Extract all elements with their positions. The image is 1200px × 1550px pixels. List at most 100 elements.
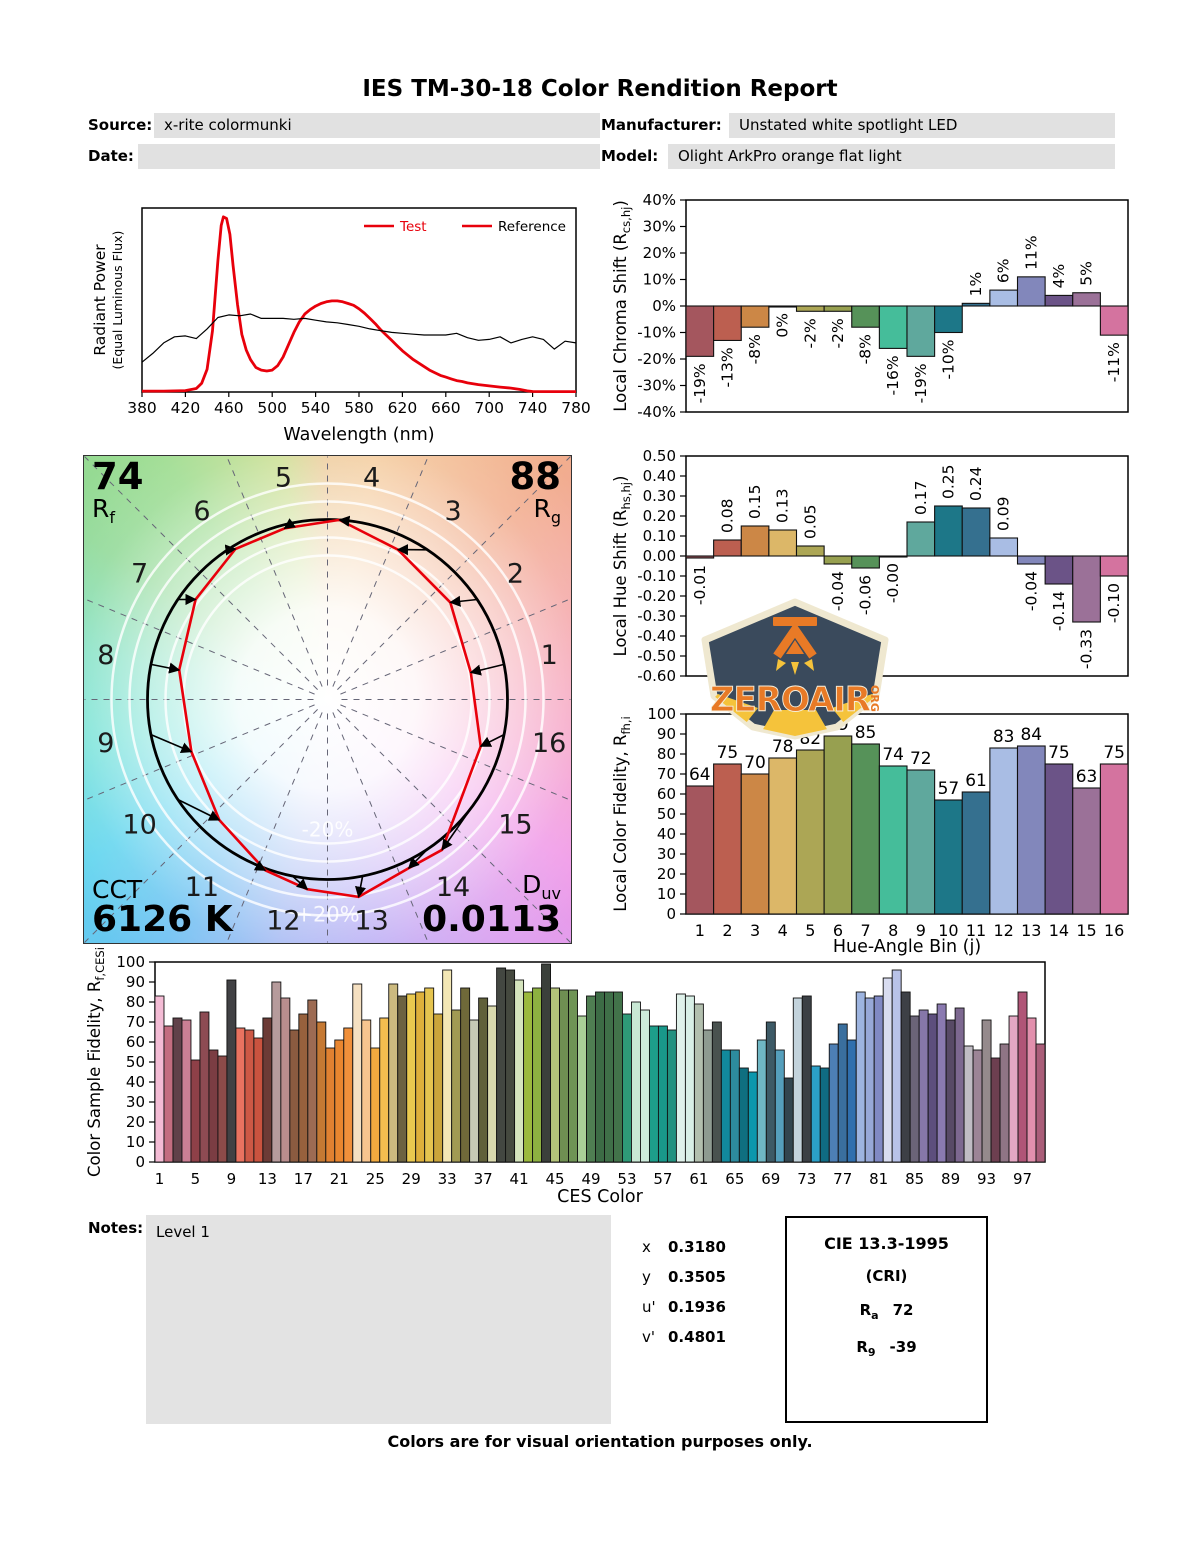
bar xyxy=(343,1027,354,1163)
bar-value-label: -0.33 xyxy=(1078,629,1096,669)
y-tick-label: 20 xyxy=(657,865,676,883)
bar xyxy=(720,1049,731,1163)
bar xyxy=(810,1065,821,1163)
bar xyxy=(451,1009,462,1163)
legend-label: Reference xyxy=(498,219,566,235)
y-tick-label: -0.30 xyxy=(637,607,676,625)
shift-arrow xyxy=(407,848,429,869)
bar xyxy=(918,1009,929,1163)
y-tick-label: 40 xyxy=(657,825,676,843)
chromaticity-table: x 0.3180 y 0.3505 u' 0.1936 v' 0.4801 xyxy=(642,1238,726,1358)
rg-label: Rg xyxy=(533,493,561,527)
bar xyxy=(783,1077,794,1163)
y-tick-label: 50 xyxy=(657,805,676,823)
x-tick-label: 77 xyxy=(833,1170,852,1188)
bar-value-label: 0.15 xyxy=(746,484,764,519)
bar xyxy=(1016,555,1046,565)
y-tick-label: 40% xyxy=(643,191,676,209)
bar xyxy=(640,1009,650,1163)
local-chroma-shift-chart: 40% 30% 20% 10% 0% -10% -20% -30% -40% -19% -13% -8… xyxy=(611,191,1129,421)
logo-ray-center xyxy=(791,662,799,675)
duv-label: Duv xyxy=(522,869,561,903)
bar xyxy=(1044,555,1074,585)
bar xyxy=(906,769,936,915)
bar xyxy=(253,1037,264,1163)
chromaticity-row-u: u' 0.1936 xyxy=(642,1298,726,1316)
bar xyxy=(823,735,853,915)
rg-value: 88 xyxy=(509,455,562,498)
bar xyxy=(711,1021,722,1163)
x-tick-label: 49 xyxy=(581,1170,600,1188)
bar-value-label: -11% xyxy=(1105,342,1123,382)
y-tick-label: -30% xyxy=(637,377,676,395)
bar xyxy=(819,1067,830,1163)
bar xyxy=(478,997,489,1163)
bar xyxy=(801,995,812,1163)
x-tick-label: 81 xyxy=(869,1170,888,1188)
bar-value-label: 74 xyxy=(882,745,904,765)
bar xyxy=(685,555,715,559)
x-tick-label: 73 xyxy=(797,1170,816,1188)
source-value-box: x-rite colormunki xyxy=(154,113,600,138)
bar-value-label: -2% xyxy=(801,318,819,348)
hue-bin-label: 12 xyxy=(266,906,300,937)
x-tick-label: 53 xyxy=(617,1170,636,1188)
bar xyxy=(851,743,880,915)
bar xyxy=(878,305,908,349)
x-tick-label: 620 xyxy=(388,399,418,417)
manufacturer-value-box: Unstated white spotlight LED xyxy=(729,113,1115,138)
bar xyxy=(729,1049,740,1163)
date-value-box xyxy=(138,144,600,169)
bar xyxy=(1099,555,1129,577)
y-tick-label: 90 xyxy=(126,973,145,991)
chromaticity-row-x: x 0.3180 xyxy=(642,1238,726,1256)
cri-box: CIE 13.3-1995 (CRI) Ra 72 R9 -39 xyxy=(785,1216,988,1423)
rf-value: 74 xyxy=(92,455,144,498)
bar xyxy=(523,991,534,1163)
bar xyxy=(823,305,853,312)
bar xyxy=(837,1023,848,1163)
bar xyxy=(873,995,884,1163)
bar-value-label: 5% xyxy=(1078,261,1096,286)
x-tick-label: 15 xyxy=(1076,921,1096,940)
bar-value-label: 63 xyxy=(1076,767,1098,787)
color-vector-graphic: -20% +20% 1 2 3 4 5 6 7 8 9 10 11 12 13 14 15 16 74 Rf 88… xyxy=(83,455,572,944)
x-tick-label: 11 xyxy=(966,921,986,940)
bar xyxy=(906,305,936,357)
bar xyxy=(795,749,825,915)
bar xyxy=(768,305,798,308)
bar xyxy=(878,765,908,915)
hue-bin-label: 13 xyxy=(354,906,388,937)
bar xyxy=(361,1019,372,1163)
y-tick-label: 0.50 xyxy=(643,448,676,465)
bar xyxy=(442,969,453,1163)
x-tick-label: 4 xyxy=(778,921,788,940)
bar xyxy=(217,1055,228,1163)
shift-arrow xyxy=(355,875,367,898)
y-tick-label: -0.20 xyxy=(637,587,676,605)
x-tick-label: 420 xyxy=(171,399,201,417)
y-tick-label: 100 xyxy=(116,953,145,971)
x-tick-label: 380 xyxy=(127,399,157,417)
hue-bin-label: 16 xyxy=(532,728,566,759)
x-tick-label: 29 xyxy=(402,1170,421,1188)
bar xyxy=(747,1071,758,1163)
y-tick-label: 10% xyxy=(643,271,676,289)
spd-chart: 380 420 460 500 540 580 620 660 700 740 780 Test Ref… xyxy=(91,207,591,445)
bar xyxy=(613,991,623,1163)
notes-box: Level 1 xyxy=(146,1215,611,1424)
y-tick-label: 80 xyxy=(126,993,145,1011)
x-tick-label: 89 xyxy=(941,1170,960,1188)
bar xyxy=(1026,1017,1037,1163)
y-tick-label: 20 xyxy=(126,1113,145,1131)
x-tick-label: 65 xyxy=(725,1170,744,1188)
bar xyxy=(325,1047,336,1163)
bar xyxy=(577,1015,587,1163)
radial-guide xyxy=(332,712,429,943)
shift-arrow xyxy=(150,733,193,753)
bar xyxy=(713,763,742,915)
y-tick-label: -10% xyxy=(637,324,676,342)
shift-arrow xyxy=(177,798,221,821)
bar xyxy=(271,981,282,1163)
